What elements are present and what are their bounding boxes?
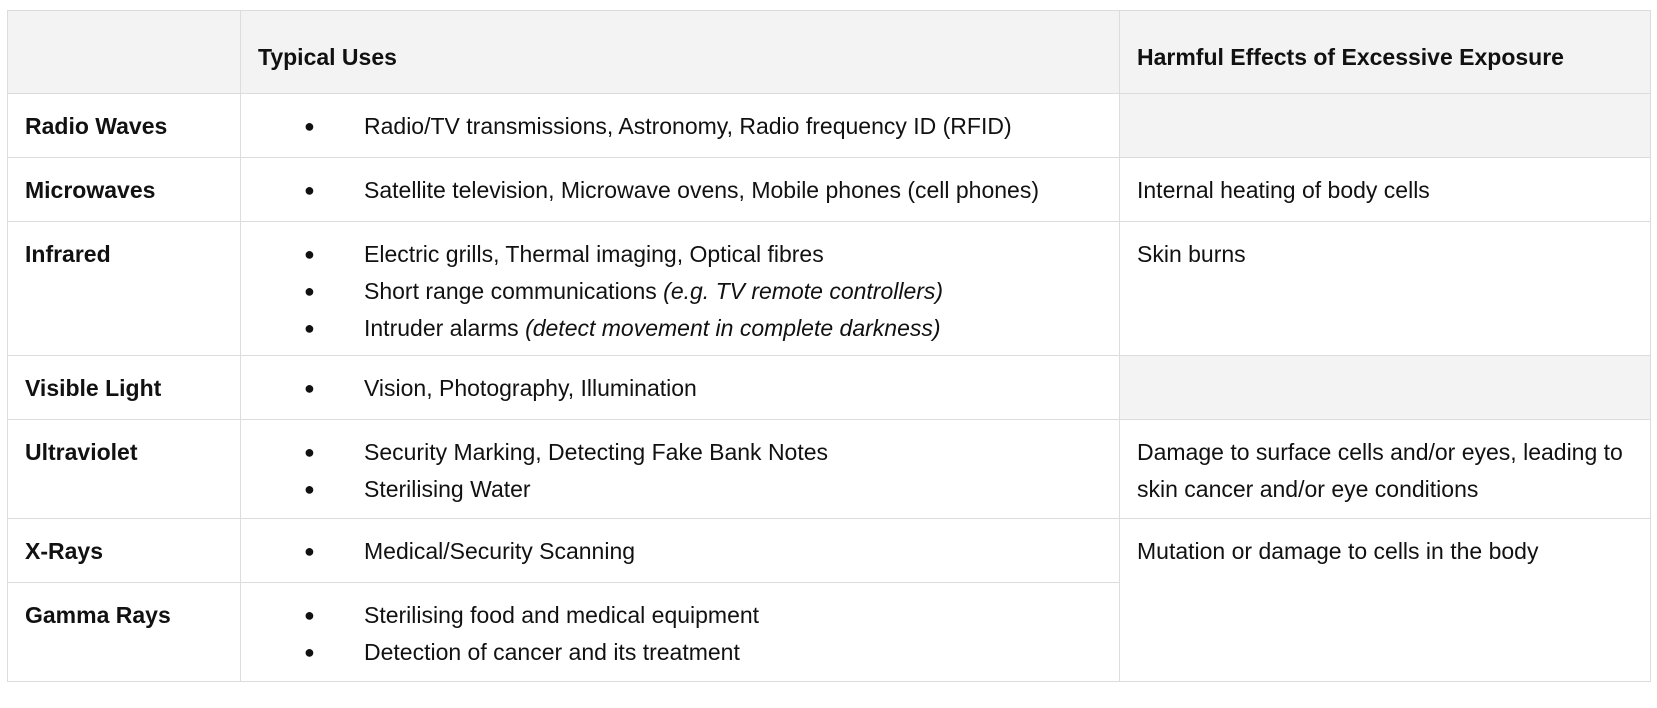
name-cell: X-Rays: [7, 518, 241, 583]
use-text: Vision, Photography, Illumination: [364, 375, 697, 401]
list-item: ● Vision, Photography, Illumination: [258, 370, 1102, 407]
use-text: Medical/Security Scanning: [364, 538, 636, 564]
wave-name: Infrared: [25, 241, 111, 267]
uses-cell: ● Satellite television, Microwave ovens, …: [240, 157, 1120, 222]
list-item: ● Electric grills, Thermal imaging, Optic…: [258, 236, 1102, 273]
harm-cell: [1119, 93, 1651, 158]
uses-list: ● Security Marking, Detecting Fake Bank N…: [258, 434, 1102, 508]
bullet-icon: ●: [304, 642, 315, 662]
use-text: Short range communications: [364, 278, 664, 304]
table-row-ultraviolet: Ultraviolet ● Security Marking, Detecting…: [7, 419, 1651, 519]
uses-cell: ● Security Marking, Detecting Fake Bank N…: [240, 419, 1120, 519]
header-cell-harm: Harmful Effects of Excessive Exposure: [1119, 10, 1651, 94]
header-harm-label: Harmful Effects of Excessive Exposure: [1137, 44, 1564, 70]
wave-name: Radio Waves: [25, 113, 168, 139]
table-row-gamma-rays: Gamma Rays ● Sterilising food and medical…: [7, 582, 1651, 682]
bullet-icon: ●: [304, 442, 315, 462]
name-cell: Visible Light: [7, 355, 241, 420]
header-uses-label: Typical Uses: [258, 44, 397, 70]
use-text: Satellite television, Microwave ovens, M…: [364, 177, 1040, 203]
use-text: Security Marking, Detecting Fake Bank No…: [364, 439, 829, 465]
wave-name: X-Rays: [25, 538, 103, 564]
table-row-visible-light: Visible Light ● Vision, Photography, Illu…: [7, 355, 1651, 420]
harm-text: Internal heating of body cells: [1137, 177, 1430, 203]
harm-text: Mutation or damage to cells in the body: [1137, 538, 1539, 564]
bullet-icon: ●: [304, 541, 315, 561]
harm-cell: Internal heating of body cells: [1119, 157, 1651, 222]
harm-text: Damage to surface cells and/or eyes, lea…: [1137, 439, 1623, 502]
harm-cell: Skin burns: [1119, 221, 1651, 356]
list-item: ● Detection of cancer and its treatment: [258, 634, 1102, 671]
table-row-radio-waves: Radio Waves ● Radio/TV transmissions, Ast…: [7, 93, 1651, 158]
em-spectrum-table: Typical Uses Harmful Effects of Excessiv…: [7, 10, 1651, 682]
bullet-icon: ●: [304, 378, 315, 398]
name-cell: Microwaves: [7, 157, 241, 222]
uses-list: ● Medical/Security Scanning: [258, 533, 1102, 570]
use-text: Radio/TV transmissions, Astronomy, Radio…: [364, 113, 1012, 139]
list-item: ● Satellite television, Microwave ovens, …: [258, 172, 1102, 209]
list-item: ● Short range communications (e.g. TV rem…: [258, 273, 1102, 310]
uses-list: ● Electric grills, Thermal imaging, Optic…: [258, 236, 1102, 347]
uses-cell: ● Sterilising food and medical equipment …: [240, 582, 1120, 682]
name-cell: Radio Waves: [7, 93, 241, 158]
uses-cell: ● Vision, Photography, Illumination: [240, 355, 1120, 420]
bullet-icon: ●: [304, 605, 315, 625]
list-item: ● Medical/Security Scanning: [258, 533, 1102, 570]
use-text: Sterilising Water: [364, 476, 531, 502]
use-text: Intruder alarms: [364, 315, 526, 341]
table-row-x-rays: X-Rays ● Medical/Security Scanning Mutati…: [7, 518, 1651, 682]
wave-name: Gamma Rays: [25, 602, 171, 628]
list-item: ● Radio/TV transmissions, Astronomy, Radi…: [258, 108, 1102, 145]
list-item: ● Intruder alarms (detect movement in com…: [258, 310, 1102, 347]
harm-cell: Damage to surface cells and/or eyes, lea…: [1119, 419, 1651, 519]
use-text: Detection of cancer and its treatment: [364, 639, 740, 665]
list-item: ● Security Marking, Detecting Fake Bank N…: [258, 434, 1102, 471]
bullet-icon: ●: [304, 281, 315, 301]
name-cell: Ultraviolet: [7, 419, 241, 519]
use-text: Electric grills, Thermal imaging, Optica…: [364, 241, 824, 267]
bullet-icon: ●: [304, 479, 315, 499]
header-cell-uses: Typical Uses: [240, 10, 1120, 94]
use-note: (e.g. TV remote controllers): [663, 278, 944, 304]
wave-name: Microwaves: [25, 177, 156, 203]
bullet-icon: ●: [304, 244, 315, 264]
table-row-microwaves: Microwaves ● Satellite television, Microw…: [7, 157, 1651, 222]
uses-list: ● Vision, Photography, Illumination: [258, 370, 1102, 407]
list-item: ● Sterilising food and medical equipment: [258, 597, 1102, 634]
name-cell: Infrared: [7, 221, 241, 356]
uses-list: ● Radio/TV transmissions, Astronomy, Radi…: [258, 108, 1102, 145]
header-cell-name: [7, 10, 241, 94]
name-cell: Gamma Rays: [7, 582, 241, 682]
uses-cell: ● Electric grills, Thermal imaging, Optic…: [240, 221, 1120, 356]
table-row-infrared: Infrared ● Electric grills, Thermal imagi…: [7, 221, 1651, 356]
bullet-icon: ●: [304, 318, 315, 338]
wave-name: Ultraviolet: [25, 439, 138, 465]
header-row: Typical Uses Harmful Effects of Excessiv…: [7, 10, 1651, 94]
bullet-icon: ●: [304, 116, 315, 136]
uses-list: ● Sterilising food and medical equipment …: [258, 597, 1102, 671]
use-text: Sterilising food and medical equipment: [364, 602, 760, 628]
uses-cell: ● Medical/Security Scanning: [240, 518, 1120, 583]
harm-text: Skin burns: [1137, 241, 1246, 267]
wave-name: Visible Light: [25, 375, 162, 401]
harm-cell: Mutation or damage to cells in the body: [1119, 518, 1651, 682]
bullet-icon: ●: [304, 180, 315, 200]
use-note: (detect movement in complete darkness): [525, 315, 941, 341]
harm-cell: [1119, 355, 1651, 420]
uses-list: ● Satellite television, Microwave ovens, …: [258, 172, 1102, 209]
uses-cell: ● Radio/TV transmissions, Astronomy, Radi…: [240, 93, 1120, 158]
list-item: ● Sterilising Water: [258, 471, 1102, 508]
header-name-label: [25, 25, 223, 39]
